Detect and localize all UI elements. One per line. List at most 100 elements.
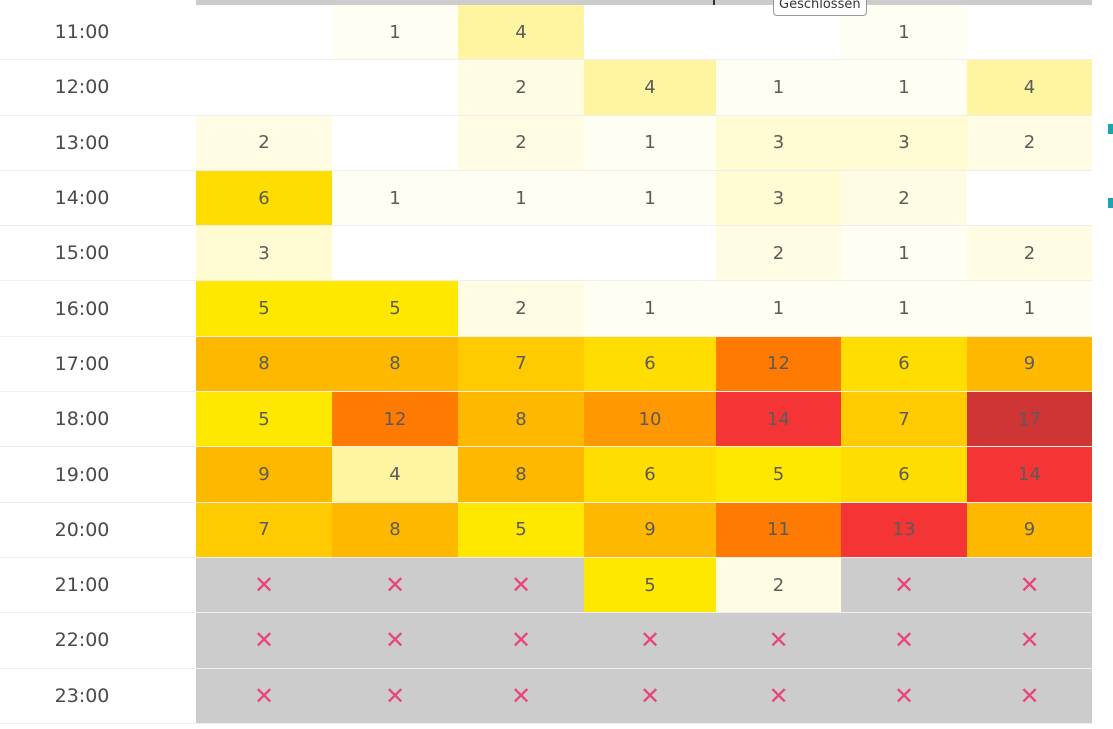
heatmap-cell[interactable]: 1: [716, 60, 841, 115]
heatmap-cell[interactable]: 4: [332, 447, 458, 502]
cross-mark-icon: ✕: [384, 681, 406, 710]
heatmap-cell[interactable]: 2: [716, 557, 841, 613]
heatmap-cell-empty[interactable]: [196, 5, 332, 60]
heatmap-cell[interactable]: 9: [196, 447, 332, 502]
heatmap-row: 19:00 9 4 8 6 5 6 14: [0, 447, 1092, 503]
heatmap-cell-closed[interactable]: ✕: [584, 668, 716, 723]
heatmap-cell[interactable]: 5: [458, 502, 584, 557]
heatmap-cell-closed[interactable]: ✕: [332, 557, 458, 613]
heatmap-cell-closed[interactable]: ✕: [716, 613, 841, 668]
heatmap-cell[interactable]: 14: [967, 447, 1092, 502]
heatmap-cell[interactable]: 4: [458, 5, 584, 60]
heatmap-row: 15:00 3 2 1 2: [0, 226, 1092, 282]
heatmap-cell[interactable]: 13: [841, 502, 967, 557]
heatmap-cell[interactable]: 11: [716, 502, 841, 557]
heatmap-cell-empty[interactable]: [332, 115, 458, 170]
heatmap-cell[interactable]: 9: [967, 502, 1092, 557]
heatmap-cell[interactable]: 7: [196, 502, 332, 557]
heatmap-row: 11:00 1 4 1: [0, 5, 1092, 61]
heatmap-cell[interactable]: 2: [841, 170, 967, 226]
heatmap-cell[interactable]: 2: [458, 60, 584, 115]
heatmap-cell[interactable]: 9: [967, 336, 1092, 392]
heatmap-cell[interactable]: 5: [584, 557, 716, 613]
heatmap-cell[interactable]: 6: [584, 447, 716, 502]
heatmap-cell[interactable]: 1: [332, 5, 458, 60]
heatmap-cell[interactable]: 9: [584, 502, 716, 557]
heatmap-cell[interactable]: 2: [967, 226, 1092, 281]
heatmap-cell-closed[interactable]: ✕: [967, 613, 1092, 668]
heatmap-cell[interactable]: 4: [967, 60, 1092, 115]
time-label: 12:00: [54, 76, 110, 99]
heatmap-cell-closed[interactable]: ✕: [458, 668, 584, 723]
heatmap-cell-closed[interactable]: ✕: [584, 613, 716, 668]
heatmap-cell[interactable]: 6: [584, 336, 716, 392]
heatmap-cell[interactable]: 8: [458, 447, 584, 502]
cross-mark-icon: ✕: [510, 626, 532, 655]
heatmap-cell[interactable]: 8: [332, 336, 458, 392]
heatmap-cell-closed[interactable]: ✕: [196, 557, 332, 613]
heatmap-cell[interactable]: 1: [584, 170, 716, 226]
heatmap-cell-empty[interactable]: [967, 170, 1092, 226]
heatmap-cell-closed[interactable]: ✕: [458, 557, 584, 613]
heatmap-cell[interactable]: 3: [716, 115, 841, 170]
time-label: 23:00: [54, 684, 110, 707]
heatmap-cell[interactable]: 8: [332, 502, 458, 557]
heatmap-cell[interactable]: 1: [584, 281, 716, 336]
heatmap-cell[interactable]: 2: [458, 281, 584, 336]
heatmap-cell-closed[interactable]: ✕: [458, 613, 584, 668]
heatmap-cell[interactable]: 2: [196, 115, 332, 170]
heatmap-cell[interactable]: 8: [196, 336, 332, 392]
heatmap-cell[interactable]: 7: [458, 336, 584, 392]
heatmap-cell-closed[interactable]: ✕: [196, 613, 332, 668]
heatmap-cell-closed[interactable]: ✕: [196, 668, 332, 723]
heatmap-cell[interactable]: 6: [841, 336, 967, 392]
heatmap-cell[interactable]: 1: [841, 226, 967, 281]
heatmap-cell[interactable]: 2: [458, 115, 584, 170]
heatmap-cell-empty[interactable]: [196, 60, 332, 115]
heatmap-cell[interactable]: 7: [841, 392, 967, 447]
heatmap-cell[interactable]: 1: [716, 281, 841, 336]
heatmap-cell[interactable]: 5: [716, 447, 841, 502]
heatmap-cell-closed[interactable]: ✕: [967, 557, 1092, 613]
heatmap-cell-empty[interactable]: [332, 60, 458, 115]
time-label: 16:00: [54, 297, 110, 320]
heatmap-cell[interactable]: 6: [196, 170, 332, 226]
heatmap-cell-closed[interactable]: ✕: [967, 668, 1092, 723]
heatmap-cell[interactable]: 12: [332, 392, 458, 447]
heatmap-cell[interactable]: 1: [841, 60, 967, 115]
heatmap-cell[interactable]: 10: [584, 392, 716, 447]
heatmap-cell[interactable]: 5: [196, 281, 332, 336]
cross-mark-icon: ✕: [253, 626, 275, 655]
heatmap-cell[interactable]: 14: [716, 392, 841, 447]
heatmap-cell-closed[interactable]: ✕: [841, 613, 967, 668]
heatmap-cell-empty[interactable]: [967, 5, 1092, 60]
heatmap-cell-closed[interactable]: ✕: [332, 668, 458, 723]
heatmap-cell-empty[interactable]: [332, 226, 458, 281]
heatmap-cell-empty[interactable]: [458, 226, 584, 281]
heatmap-cell-closed[interactable]: ✕: [841, 668, 967, 723]
heatmap-cell[interactable]: 6: [841, 447, 967, 502]
time-label: 17:00: [54, 352, 110, 375]
heatmap-cell[interactable]: 1: [332, 170, 458, 226]
heatmap-cell[interactable]: 12: [716, 336, 841, 392]
heatmap-cell[interactable]: 3: [196, 226, 332, 281]
heatmap-cell[interactable]: 2: [967, 115, 1092, 170]
cross-mark-icon: ✕: [510, 681, 532, 710]
heatmap-cell-empty[interactable]: [584, 226, 716, 281]
heatmap-cell[interactable]: 4: [584, 60, 716, 115]
heatmap-cell[interactable]: 1: [841, 281, 967, 336]
heatmap-cell[interactable]: 3: [841, 115, 967, 170]
heatmap-cell[interactable]: 5: [196, 392, 332, 447]
heatmap-cell[interactable]: 1: [967, 281, 1092, 336]
heatmap-cell[interactable]: 1: [584, 115, 716, 170]
heatmap-cell[interactable]: 1: [458, 170, 584, 226]
heatmap-cell-closed[interactable]: ✕: [841, 557, 967, 613]
heatmap-cell-closed[interactable]: ✕: [332, 613, 458, 668]
heatmap-cell[interactable]: 5: [332, 281, 458, 336]
heatmap-cell-empty[interactable]: [584, 5, 716, 60]
heatmap-cell[interactable]: 2: [716, 226, 841, 281]
heatmap-cell[interactable]: 17: [967, 392, 1092, 447]
heatmap-cell-closed[interactable]: ✕: [716, 668, 841, 723]
heatmap-cell[interactable]: 3: [716, 170, 841, 226]
heatmap-cell[interactable]: 8: [458, 392, 584, 447]
